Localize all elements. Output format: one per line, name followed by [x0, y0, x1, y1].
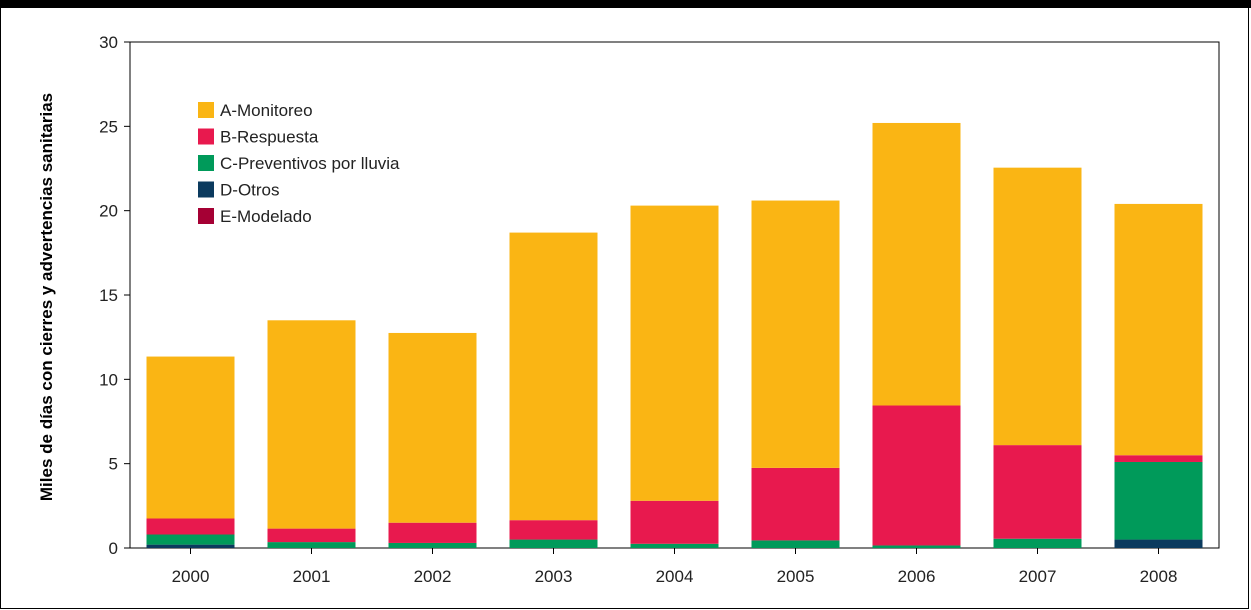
- y-tick-label: 5: [109, 455, 118, 474]
- legend-label-b-respuesta: B-Respuesta: [220, 128, 319, 147]
- bar-segment-b-respuesta-2008: [1114, 455, 1203, 462]
- legend-swatch-d-otros: [198, 181, 214, 198]
- legend-label-c-preventivos-por-lluvia: C-Preventivos por lluvia: [220, 154, 400, 173]
- bar-segment-a-monitoreo-2005: [751, 200, 840, 468]
- bar-segment-c-preventivos-por-lluvia-2002: [388, 542, 477, 548]
- y-axis-ticks: 0 5 10 15 20 25 30: [99, 33, 130, 558]
- x-tick-label-2006: 2006: [898, 567, 936, 586]
- x-tick-label-2004: 2004: [656, 567, 694, 586]
- x-tick-label-2000: 2000: [172, 567, 210, 586]
- legend-swatch-a-monitoreo: [198, 102, 214, 118]
- x-tick-label-2003: 2003: [535, 567, 573, 586]
- bar-segment-d-otros-2008: [1114, 539, 1203, 548]
- bar-segment-b-respuesta-2007: [993, 445, 1082, 539]
- x-tick-label-2001: 2001: [293, 567, 331, 586]
- legend-swatch-c-preventivos-por-lluvia: [198, 155, 214, 171]
- bar-segment-c-preventivos-por-lluvia-2008: [1114, 461, 1203, 540]
- bar-segment-a-monitoreo-2000: [146, 356, 235, 519]
- bar-segment-a-monitoreo-2007: [993, 167, 1082, 446]
- legend-label-e-modelado: E-Modelado: [220, 207, 312, 226]
- legend-swatch-e-modelado: [198, 208, 214, 224]
- bar-segment-b-respuesta-2006: [872, 405, 961, 546]
- y-tick-label: 20: [99, 202, 118, 221]
- bar-segment-b-respuesta-2001: [267, 528, 356, 543]
- bar-segment-b-respuesta-2003: [509, 520, 598, 540]
- y-tick-label: 10: [99, 370, 118, 389]
- bar-segment-a-monitoreo-2001: [267, 320, 356, 529]
- bar-segment-c-preventivos-por-lluvia-2006: [872, 545, 961, 548]
- bar-segment-b-respuesta-2005: [751, 467, 840, 541]
- chart-frame: [0, 8, 1249, 609]
- bar-segment-c-preventivos-por-lluvia-2007: [993, 538, 1082, 548]
- bar-segment-a-monitoreo-2008: [1114, 203, 1203, 456]
- legend-swatch-b-respuesta: [198, 128, 214, 145]
- bar-segment-a-monitoreo-2006: [872, 122, 961, 406]
- y-tick-label: 30: [99, 33, 118, 52]
- x-axis-ticks: 2000 2001 2002 2003 2004 2005 2006 2007 2008: [172, 548, 1178, 586]
- x-tick-label-2008: 2008: [1140, 567, 1178, 586]
- bar-segment-d-otros-2000: [146, 544, 235, 548]
- bar-segment-c-preventivos-por-lluvia-2003: [509, 539, 598, 548]
- bar-segment-c-preventivos-por-lluvia-2004: [630, 543, 719, 548]
- bar-segment-b-respuesta-2000: [146, 518, 235, 535]
- legend-label-d-otros: D-Otros: [220, 181, 280, 200]
- y-tick-label: 25: [99, 117, 118, 136]
- x-tick-label-2007: 2007: [1019, 567, 1057, 586]
- bar-segment-a-monitoreo-2002: [388, 332, 477, 523]
- legend: A-Monitoreo B-Respuesta C-Preventivos por …: [198, 101, 400, 226]
- bar-segment-c-preventivos-por-lluvia-2000: [146, 534, 235, 545]
- bar-segment-a-monitoreo-2004: [630, 205, 719, 501]
- bars-group: [146, 122, 1203, 548]
- legend-label-a-monitoreo: A-Monitoreo: [220, 101, 313, 120]
- bar-segment-c-preventivos-por-lluvia-2005: [751, 540, 840, 548]
- x-tick-label-2002: 2002: [414, 567, 452, 586]
- bar-segment-a-monitoreo-2003: [509, 232, 598, 521]
- x-tick-label-2005: 2005: [777, 567, 815, 586]
- top-border-bar: [0, 0, 1251, 8]
- y-tick-label: 15: [99, 286, 118, 305]
- y-tick-label: 0: [109, 539, 118, 558]
- bar-segment-c-preventivos-por-lluvia-2001: [267, 542, 356, 548]
- bar-segment-b-respuesta-2002: [388, 522, 477, 543]
- bar-segment-b-respuesta-2004: [630, 500, 719, 544]
- y-axis-title: Miles de días con cierres y advertencias…: [37, 93, 56, 501]
